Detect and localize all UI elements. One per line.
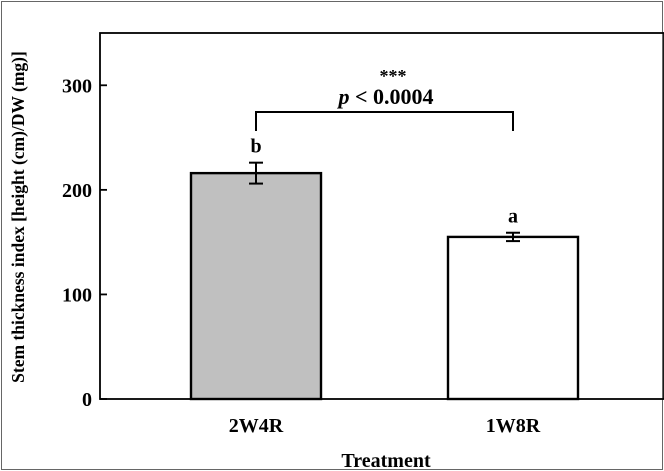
p-value-prefix: p	[336, 84, 349, 109]
error-bar-1w8r	[506, 231, 520, 243]
error-bars-layer	[249, 161, 520, 243]
plot-frame	[99, 32, 664, 400]
bars-layer	[189, 171, 580, 401]
y-tick-label: 100	[62, 284, 92, 306]
error-bar-2w4r	[249, 161, 263, 185]
p-value-text: p < 0.0004	[336, 84, 433, 109]
x-tick-label-2w4r: 2W4R	[229, 415, 284, 437]
significance-bracket	[255, 111, 514, 131]
y-axis-ticks: 0 100 200 300	[62, 75, 107, 411]
x-tick-label-1w8r: 1W8R	[486, 415, 541, 437]
y-axis-title: Stem thickness index [height (cm)/DW (mg…	[8, 51, 28, 383]
p-value-condition: < 0.0004	[349, 84, 433, 109]
bar-1w8r	[446, 235, 580, 401]
significance-letter-1w8r: a	[508, 206, 518, 228]
significance-annotation: *** p < 0.0004	[255, 66, 514, 131]
significance-letters-layer: ba	[250, 136, 518, 228]
y-tick-label: 200	[62, 180, 92, 202]
y-tick-label: 300	[62, 75, 92, 97]
significance-letter-2w4r: b	[250, 136, 261, 158]
significance-stars: ***	[380, 66, 407, 86]
x-tick-labels-layer: 2W4R 1W8R	[229, 415, 541, 437]
bar-2w4r	[189, 171, 323, 401]
x-axis-title: Treatment	[341, 450, 431, 471]
y-tick-label: 0	[82, 389, 92, 411]
